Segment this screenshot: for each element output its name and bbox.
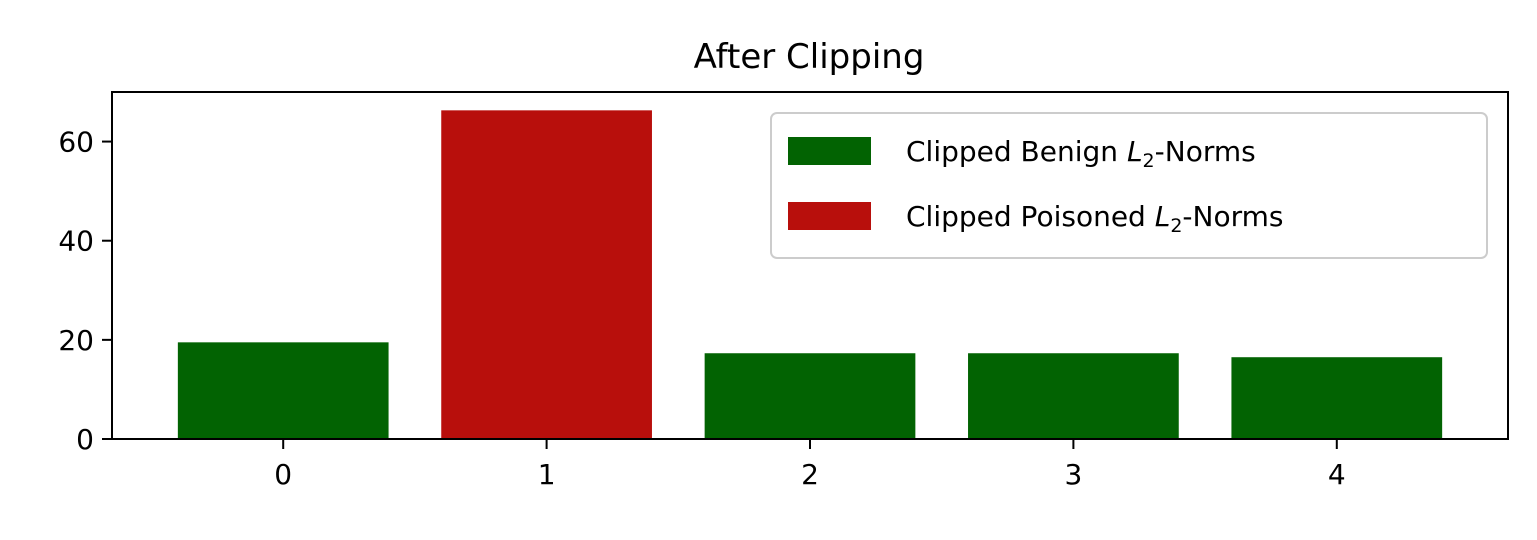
x-tick-label-1: 1: [538, 458, 556, 491]
x-tick-label-2: 2: [801, 458, 819, 491]
y-tick-label-0: 0: [76, 423, 94, 456]
bar-0: [177, 342, 389, 439]
y-tick-label-40: 40: [58, 225, 94, 258]
bar-3: [968, 353, 1179, 439]
x-tick-label-4: 4: [1328, 458, 1346, 491]
legend-label-poisoned: Clipped Poisoned L2-Norms: [906, 200, 1283, 237]
bar-1: [441, 110, 652, 439]
legend: Clipped Benign L2-Norms Clipped Poisoned …: [770, 112, 1488, 259]
x-tick-label-3: 3: [1064, 458, 1082, 491]
x-tick-label-0: 0: [274, 458, 292, 491]
bar-4: [1231, 357, 1443, 439]
legend-box: [770, 112, 1488, 259]
y-tick-label-20: 20: [58, 324, 94, 357]
bar-2: [704, 353, 916, 439]
bars: [177, 110, 1443, 439]
legend-label-benign: Clipped Benign L2-Norms: [906, 135, 1256, 172]
chart-title: After Clipping: [694, 37, 925, 77]
legend-swatch-benign: [788, 137, 871, 165]
y-tick-label-60: 60: [58, 126, 94, 159]
legend-swatch-poisoned: [788, 202, 871, 230]
